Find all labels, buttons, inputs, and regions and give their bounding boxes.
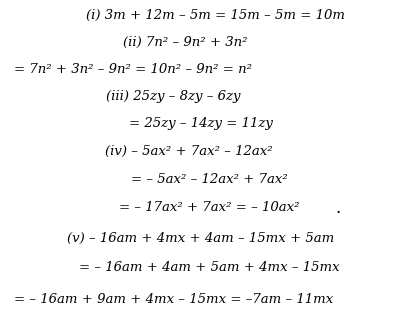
Text: (v) – 16am + 4mx + 4am – 15mx + 5am: (v) – 16am + 4mx + 4am – 15mx + 5am xyxy=(67,232,334,245)
Text: = – 17ax² + 7ax² = – 10ax²: = – 17ax² + 7ax² = – 10ax² xyxy=(118,201,299,214)
Text: (i) 3m + 12m – 5m = 15m – 5m = 10m: (i) 3m + 12m – 5m = 15m – 5m = 10m xyxy=(85,9,344,22)
Text: .: . xyxy=(335,199,340,216)
Text: = 7n² + 3n² – 9n² = 10n² – 9n² = n²: = 7n² + 3n² – 9n² = 10n² – 9n² = n² xyxy=(14,63,251,76)
Text: = – 16am + 9am + 4mx – 15mx = –7am – 11mx: = – 16am + 9am + 4mx – 15mx = –7am – 11m… xyxy=(14,293,332,306)
Text: (iii) 25zy – 8zy – 6zy: (iii) 25zy – 8zy – 6zy xyxy=(105,90,239,103)
Text: (iv) – 5ax² + 7ax² – 12ax²: (iv) – 5ax² + 7ax² – 12ax² xyxy=(105,145,272,158)
Text: = – 5ax² – 12ax² + 7ax²: = – 5ax² – 12ax² + 7ax² xyxy=(130,173,287,186)
Text: (ii) 7n² – 9n² + 3n²: (ii) 7n² – 9n² + 3n² xyxy=(122,36,247,49)
Text: = 25zy – 14zy = 11zy: = 25zy – 14zy = 11zy xyxy=(129,117,272,130)
Text: = – 16am + 4am + 5am + 4mx – 15mx: = – 16am + 4am + 5am + 4mx – 15mx xyxy=(79,261,338,275)
